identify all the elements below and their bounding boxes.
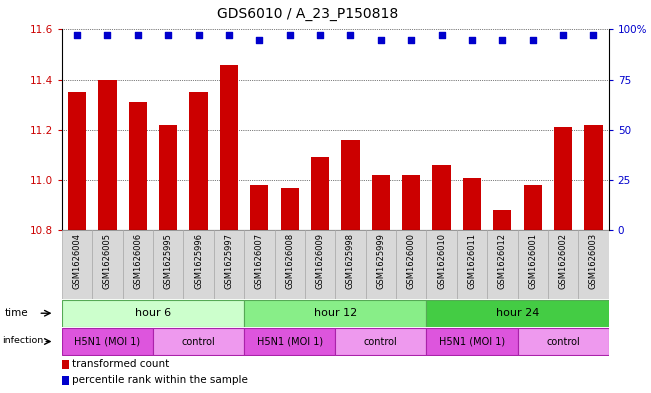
Text: GSM1626009: GSM1626009 bbox=[316, 233, 325, 289]
Text: GSM1626012: GSM1626012 bbox=[498, 233, 507, 289]
Point bbox=[193, 32, 204, 39]
Bar bbox=[98, 80, 117, 230]
Point bbox=[284, 32, 295, 39]
Bar bbox=[493, 210, 512, 230]
Bar bbox=[68, 92, 86, 230]
Point bbox=[406, 37, 417, 43]
FancyBboxPatch shape bbox=[366, 230, 396, 299]
FancyBboxPatch shape bbox=[184, 230, 214, 299]
Text: GDS6010 / A_23_P150818: GDS6010 / A_23_P150818 bbox=[217, 7, 398, 21]
FancyBboxPatch shape bbox=[335, 230, 366, 299]
FancyBboxPatch shape bbox=[578, 230, 609, 299]
FancyBboxPatch shape bbox=[426, 328, 518, 355]
Text: GSM1626001: GSM1626001 bbox=[528, 233, 537, 289]
Text: H5N1 (MOI 1): H5N1 (MOI 1) bbox=[74, 336, 141, 347]
Bar bbox=[220, 64, 238, 230]
Point bbox=[72, 32, 82, 39]
Bar bbox=[554, 127, 572, 230]
Bar bbox=[585, 125, 603, 230]
FancyBboxPatch shape bbox=[92, 230, 122, 299]
Point bbox=[345, 32, 355, 39]
Bar bbox=[159, 125, 177, 230]
FancyBboxPatch shape bbox=[244, 299, 426, 327]
Text: GSM1625996: GSM1625996 bbox=[194, 233, 203, 289]
Point bbox=[558, 32, 568, 39]
Text: time: time bbox=[5, 308, 29, 318]
Text: hour 12: hour 12 bbox=[314, 308, 357, 318]
FancyBboxPatch shape bbox=[214, 230, 244, 299]
Point bbox=[315, 32, 326, 39]
Point bbox=[163, 32, 173, 39]
Text: percentile rank within the sample: percentile rank within the sample bbox=[72, 375, 247, 386]
Point bbox=[224, 32, 234, 39]
FancyBboxPatch shape bbox=[62, 230, 92, 299]
Text: GSM1626004: GSM1626004 bbox=[72, 233, 81, 289]
Text: GSM1626006: GSM1626006 bbox=[133, 233, 143, 289]
FancyBboxPatch shape bbox=[548, 230, 578, 299]
Text: GSM1626002: GSM1626002 bbox=[559, 233, 568, 289]
Bar bbox=[281, 187, 299, 230]
Point bbox=[102, 32, 113, 39]
Text: control: control bbox=[182, 336, 215, 347]
Bar bbox=[62, 376, 69, 385]
Point bbox=[254, 37, 264, 43]
Text: GSM1626000: GSM1626000 bbox=[407, 233, 416, 289]
Point bbox=[376, 37, 386, 43]
FancyBboxPatch shape bbox=[122, 230, 153, 299]
Point bbox=[589, 32, 599, 39]
Bar bbox=[189, 92, 208, 230]
FancyBboxPatch shape bbox=[457, 230, 487, 299]
Bar bbox=[432, 165, 450, 230]
Text: GSM1626010: GSM1626010 bbox=[437, 233, 446, 289]
Text: GSM1625998: GSM1625998 bbox=[346, 233, 355, 289]
FancyBboxPatch shape bbox=[62, 328, 153, 355]
FancyBboxPatch shape bbox=[62, 299, 244, 327]
Text: GSM1625995: GSM1625995 bbox=[163, 233, 173, 289]
Bar bbox=[523, 185, 542, 230]
FancyBboxPatch shape bbox=[275, 230, 305, 299]
Point bbox=[527, 37, 538, 43]
FancyBboxPatch shape bbox=[335, 328, 426, 355]
Text: infection: infection bbox=[3, 336, 44, 345]
FancyBboxPatch shape bbox=[426, 230, 457, 299]
Text: GSM1625997: GSM1625997 bbox=[225, 233, 234, 289]
Bar bbox=[250, 185, 268, 230]
Bar bbox=[341, 140, 359, 230]
FancyBboxPatch shape bbox=[518, 328, 609, 355]
Bar bbox=[463, 178, 481, 230]
Point bbox=[467, 37, 477, 43]
Text: GSM1626005: GSM1626005 bbox=[103, 233, 112, 289]
Text: GSM1626008: GSM1626008 bbox=[285, 233, 294, 289]
Bar bbox=[402, 175, 421, 230]
FancyBboxPatch shape bbox=[487, 230, 518, 299]
Point bbox=[436, 32, 447, 39]
FancyBboxPatch shape bbox=[396, 230, 426, 299]
Point bbox=[133, 32, 143, 39]
Point bbox=[497, 37, 508, 43]
Text: control: control bbox=[364, 336, 398, 347]
Text: H5N1 (MOI 1): H5N1 (MOI 1) bbox=[256, 336, 323, 347]
Text: GSM1626003: GSM1626003 bbox=[589, 233, 598, 289]
Text: GSM1626007: GSM1626007 bbox=[255, 233, 264, 289]
FancyBboxPatch shape bbox=[305, 230, 335, 299]
Text: transformed count: transformed count bbox=[72, 359, 169, 369]
Text: H5N1 (MOI 1): H5N1 (MOI 1) bbox=[439, 336, 505, 347]
FancyBboxPatch shape bbox=[153, 328, 244, 355]
FancyBboxPatch shape bbox=[244, 230, 275, 299]
Bar bbox=[372, 175, 390, 230]
Text: GSM1625999: GSM1625999 bbox=[376, 233, 385, 289]
FancyBboxPatch shape bbox=[518, 230, 548, 299]
Bar bbox=[62, 360, 69, 369]
FancyBboxPatch shape bbox=[426, 299, 609, 327]
Text: control: control bbox=[546, 336, 580, 347]
FancyBboxPatch shape bbox=[244, 328, 335, 355]
Bar bbox=[311, 158, 329, 230]
Text: hour 24: hour 24 bbox=[496, 308, 539, 318]
Text: GSM1626011: GSM1626011 bbox=[467, 233, 477, 289]
Bar bbox=[129, 102, 147, 230]
Text: hour 6: hour 6 bbox=[135, 308, 171, 318]
FancyBboxPatch shape bbox=[153, 230, 184, 299]
